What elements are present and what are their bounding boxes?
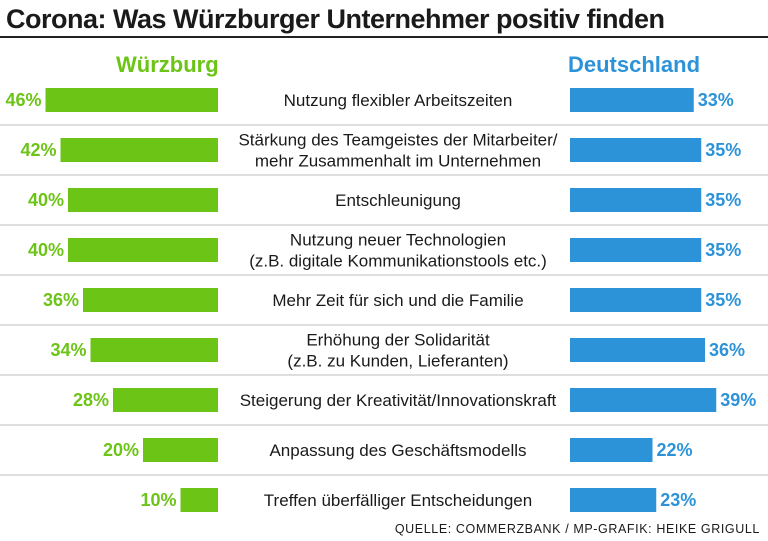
chart-title: Corona: Was Würzburger Unternehmer posit… [6, 4, 665, 34]
bar-deutschland [570, 438, 653, 462]
legend-deutschland: Deutschland [568, 52, 701, 77]
bar-wuerzburg [83, 288, 218, 312]
bar-wuerzburg [68, 188, 218, 212]
bar-deutschland [570, 138, 702, 162]
value-label-wuerzburg: 28% [73, 390, 109, 410]
value-label-deutschland: 22% [657, 440, 693, 460]
bar-wuerzburg [90, 338, 218, 362]
value-label-deutschland: 36% [709, 340, 745, 360]
bar-wuerzburg [60, 138, 218, 162]
title-rule [0, 36, 768, 38]
value-label-deutschland: 33% [698, 90, 734, 110]
value-label-deutschland: 35% [705, 240, 741, 260]
value-label-wuerzburg: 46% [5, 90, 41, 110]
bar-wuerzburg [143, 438, 218, 462]
category-label: Entschleunigung [335, 191, 461, 210]
category-label: (z.B. zu Kunden, Lieferanten) [287, 352, 508, 371]
category-label: Stärkung des Teamgeistes der Mitarbeiter… [238, 131, 557, 150]
bar-wuerzburg [45, 88, 218, 112]
category-label: (z.B. digitale Kommunikationstools etc.) [249, 252, 547, 271]
bar-wuerzburg [180, 488, 218, 512]
bar-deutschland [570, 88, 694, 112]
value-label-deutschland: 35% [705, 290, 741, 310]
bar-deutschland [570, 388, 717, 412]
category-label: mehr Zusammenhalt im Unternehmen [255, 152, 541, 171]
bar-deutschland [570, 188, 702, 212]
bar-deutschland [570, 288, 702, 312]
value-label-wuerzburg: 36% [43, 290, 79, 310]
source-credit: QUELLE: COMMERZBANK / MP-GRAFIK: HEIKE G… [394, 522, 760, 536]
bar-deutschland [570, 238, 702, 262]
value-label-deutschland: 39% [720, 390, 756, 410]
value-label-wuerzburg: 40% [28, 190, 64, 210]
category-label: Treffen überfälliger Entscheidungen [264, 491, 532, 510]
category-label: Anpassung des Geschäftsmodells [269, 441, 526, 460]
legend-wuerzburg: Würzburg [116, 52, 219, 77]
value-label-wuerzburg: 40% [28, 240, 64, 260]
category-label: Nutzung neuer Technologien [290, 231, 506, 250]
value-label-deutschland: 23% [660, 490, 696, 510]
value-label-wuerzburg: 42% [20, 140, 56, 160]
value-label-deutschland: 35% [705, 190, 741, 210]
value-label-wuerzburg: 20% [103, 440, 139, 460]
value-label-wuerzburg: 34% [50, 340, 86, 360]
bar-wuerzburg [68, 238, 218, 262]
bar-deutschland [570, 488, 657, 512]
value-label-deutschland: 35% [705, 140, 741, 160]
bar-deutschland [570, 338, 705, 362]
category-label: Erhöhung der Solidarität [306, 331, 490, 350]
category-label: Steigerung der Kreativität/Innovationskr… [240, 391, 557, 410]
value-label-wuerzburg: 10% [140, 490, 176, 510]
category-label: Nutzung flexibler Arbeitszeiten [284, 91, 513, 110]
category-label: Mehr Zeit für sich und die Familie [272, 291, 523, 310]
bar-wuerzburg [113, 388, 218, 412]
